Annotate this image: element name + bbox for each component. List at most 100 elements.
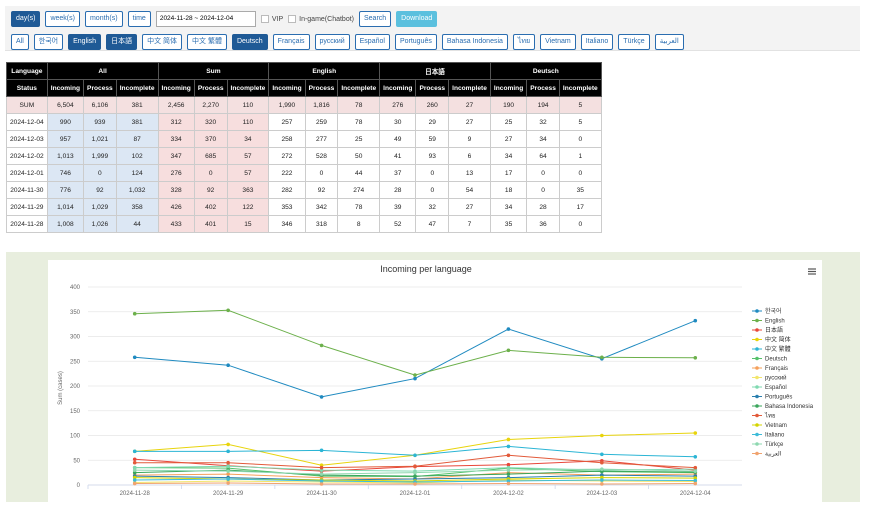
legend-marker [755,347,759,351]
data-point [319,468,324,472]
table-cell: 257 [268,113,306,131]
language-button[interactable]: Deutsch [231,34,268,50]
legend-label: Bahasa Indonesia [765,404,814,410]
language-button[interactable]: 日本語 [106,34,138,50]
table-cell: 2024-12-01 [6,164,48,182]
table-cell: 0 [304,164,339,182]
language-button[interactable]: العربية [654,34,684,50]
legend-label: العربية [765,451,782,458]
table-cell: 0 [193,164,228,182]
download-button[interactable]: Download [396,11,438,27]
data-point [226,460,230,465]
sub-header: Incoming [268,79,306,97]
table-cell: 1,032 [115,181,159,199]
data-point [226,481,230,485]
y-tick-label: 0 [77,483,81,489]
language-button[interactable]: Italiano [580,34,614,50]
period-button[interactable]: day(s) [11,11,41,27]
search-button[interactable]: Search [358,11,392,27]
table-cell: 0 [415,181,450,199]
table-cell: 15 [226,215,270,233]
language-button[interactable]: English [68,34,102,50]
table-cell: 122 [226,198,270,216]
table-row: 2024-12-04 990 939 381 312 320 110 257 259 78 30 29… [6,113,602,131]
language-button[interactable]: ไทย [512,34,536,50]
table-cell: 18 [489,181,528,199]
table-cell: 5 [558,96,602,114]
language-button[interactable]: Bahasa Indonesia [441,34,508,50]
data-point [319,472,324,476]
language-button[interactable]: русский [314,34,350,50]
table-cell: 1,026 [83,215,117,233]
legend-label: Italiano [765,433,785,439]
data-point [693,476,698,480]
language-button[interactable]: All [11,34,29,50]
legend-label: русский [765,375,787,382]
data-point [132,449,137,454]
table-cell: 54 [448,181,491,199]
menu-icon[interactable] [808,268,816,275]
period-button[interactable]: time [127,11,151,27]
sub-header: Incomplete [558,79,602,97]
language-button[interactable]: Français [272,34,310,50]
table-cell: 328 [157,181,195,199]
data-point [319,479,324,483]
checkbox-box[interactable] [288,15,297,23]
language-button[interactable]: 中文 简体 [142,34,183,50]
period-button[interactable]: month(s) [84,11,123,27]
data-point [506,481,511,486]
table-cell: 6 [448,147,491,165]
data-point [600,433,604,438]
table-row: 2024-11-30 776 92 1,032 328 92 363 282 92 274 28 0 5… [6,181,602,199]
table-cell: 346 [268,215,306,233]
table-cell: 0 [558,130,602,148]
table-cell: 353 [268,198,306,216]
data-point [693,431,698,435]
table-cell: 957 [46,130,85,148]
chart-title: Incoming per language [380,264,472,274]
data-point [600,475,604,480]
date-input[interactable]: 2024-11-28 ~ 2024-12-04 [155,11,256,27]
table-cell: 1,014 [46,198,85,216]
data-point [319,475,324,480]
x-tick-label: 2024-11-30 [306,491,337,497]
language-button[interactable]: Español [354,34,390,50]
checkbox-box[interactable] [260,15,269,23]
group-header: Sum [157,62,270,80]
table-cell: 49 [379,130,417,148]
x-tick-label: 2024-11-29 [213,491,244,497]
table-cell: 32 [415,198,450,216]
language-button[interactable]: 한국어 [33,34,64,50]
sub-header: Process [193,79,228,97]
table-cell: 87 [115,130,159,148]
language-button[interactable]: Türkçe [618,34,650,50]
data-point [506,327,511,331]
language-button[interactable]: Vietnam [540,34,576,50]
table-cell: 433 [157,215,195,233]
language-button[interactable]: Português [394,34,437,50]
data-point [506,479,511,483]
table-cell: 334 [157,130,195,148]
table-cell: 1 [558,147,602,165]
table-cell: 44 [337,164,381,182]
table-cell: 44 [115,215,159,233]
data-point [506,444,511,449]
checkbox[interactable]: VIP [260,15,283,23]
data-point [693,478,698,483]
data-point [319,343,324,348]
table-cell: 92 [83,181,117,199]
checkbox[interactable]: In-game(Chatbot) [288,15,354,23]
data-point [693,355,698,360]
table-cell: 28 [379,181,417,199]
table-cell: 9 [448,130,491,148]
table-cell: 0 [526,164,560,182]
table-cell: 939 [83,113,117,131]
language-button[interactable]: 中文 繁體 [187,34,227,50]
table-cell: 32 [526,113,560,131]
table-cell: 0 [558,215,602,233]
period-button[interactable]: week(s) [45,11,80,27]
data-point [506,472,511,476]
x-tick-label: 2024-11-28 [120,491,151,497]
data-point [506,462,511,467]
table-cell: 0 [558,164,602,182]
